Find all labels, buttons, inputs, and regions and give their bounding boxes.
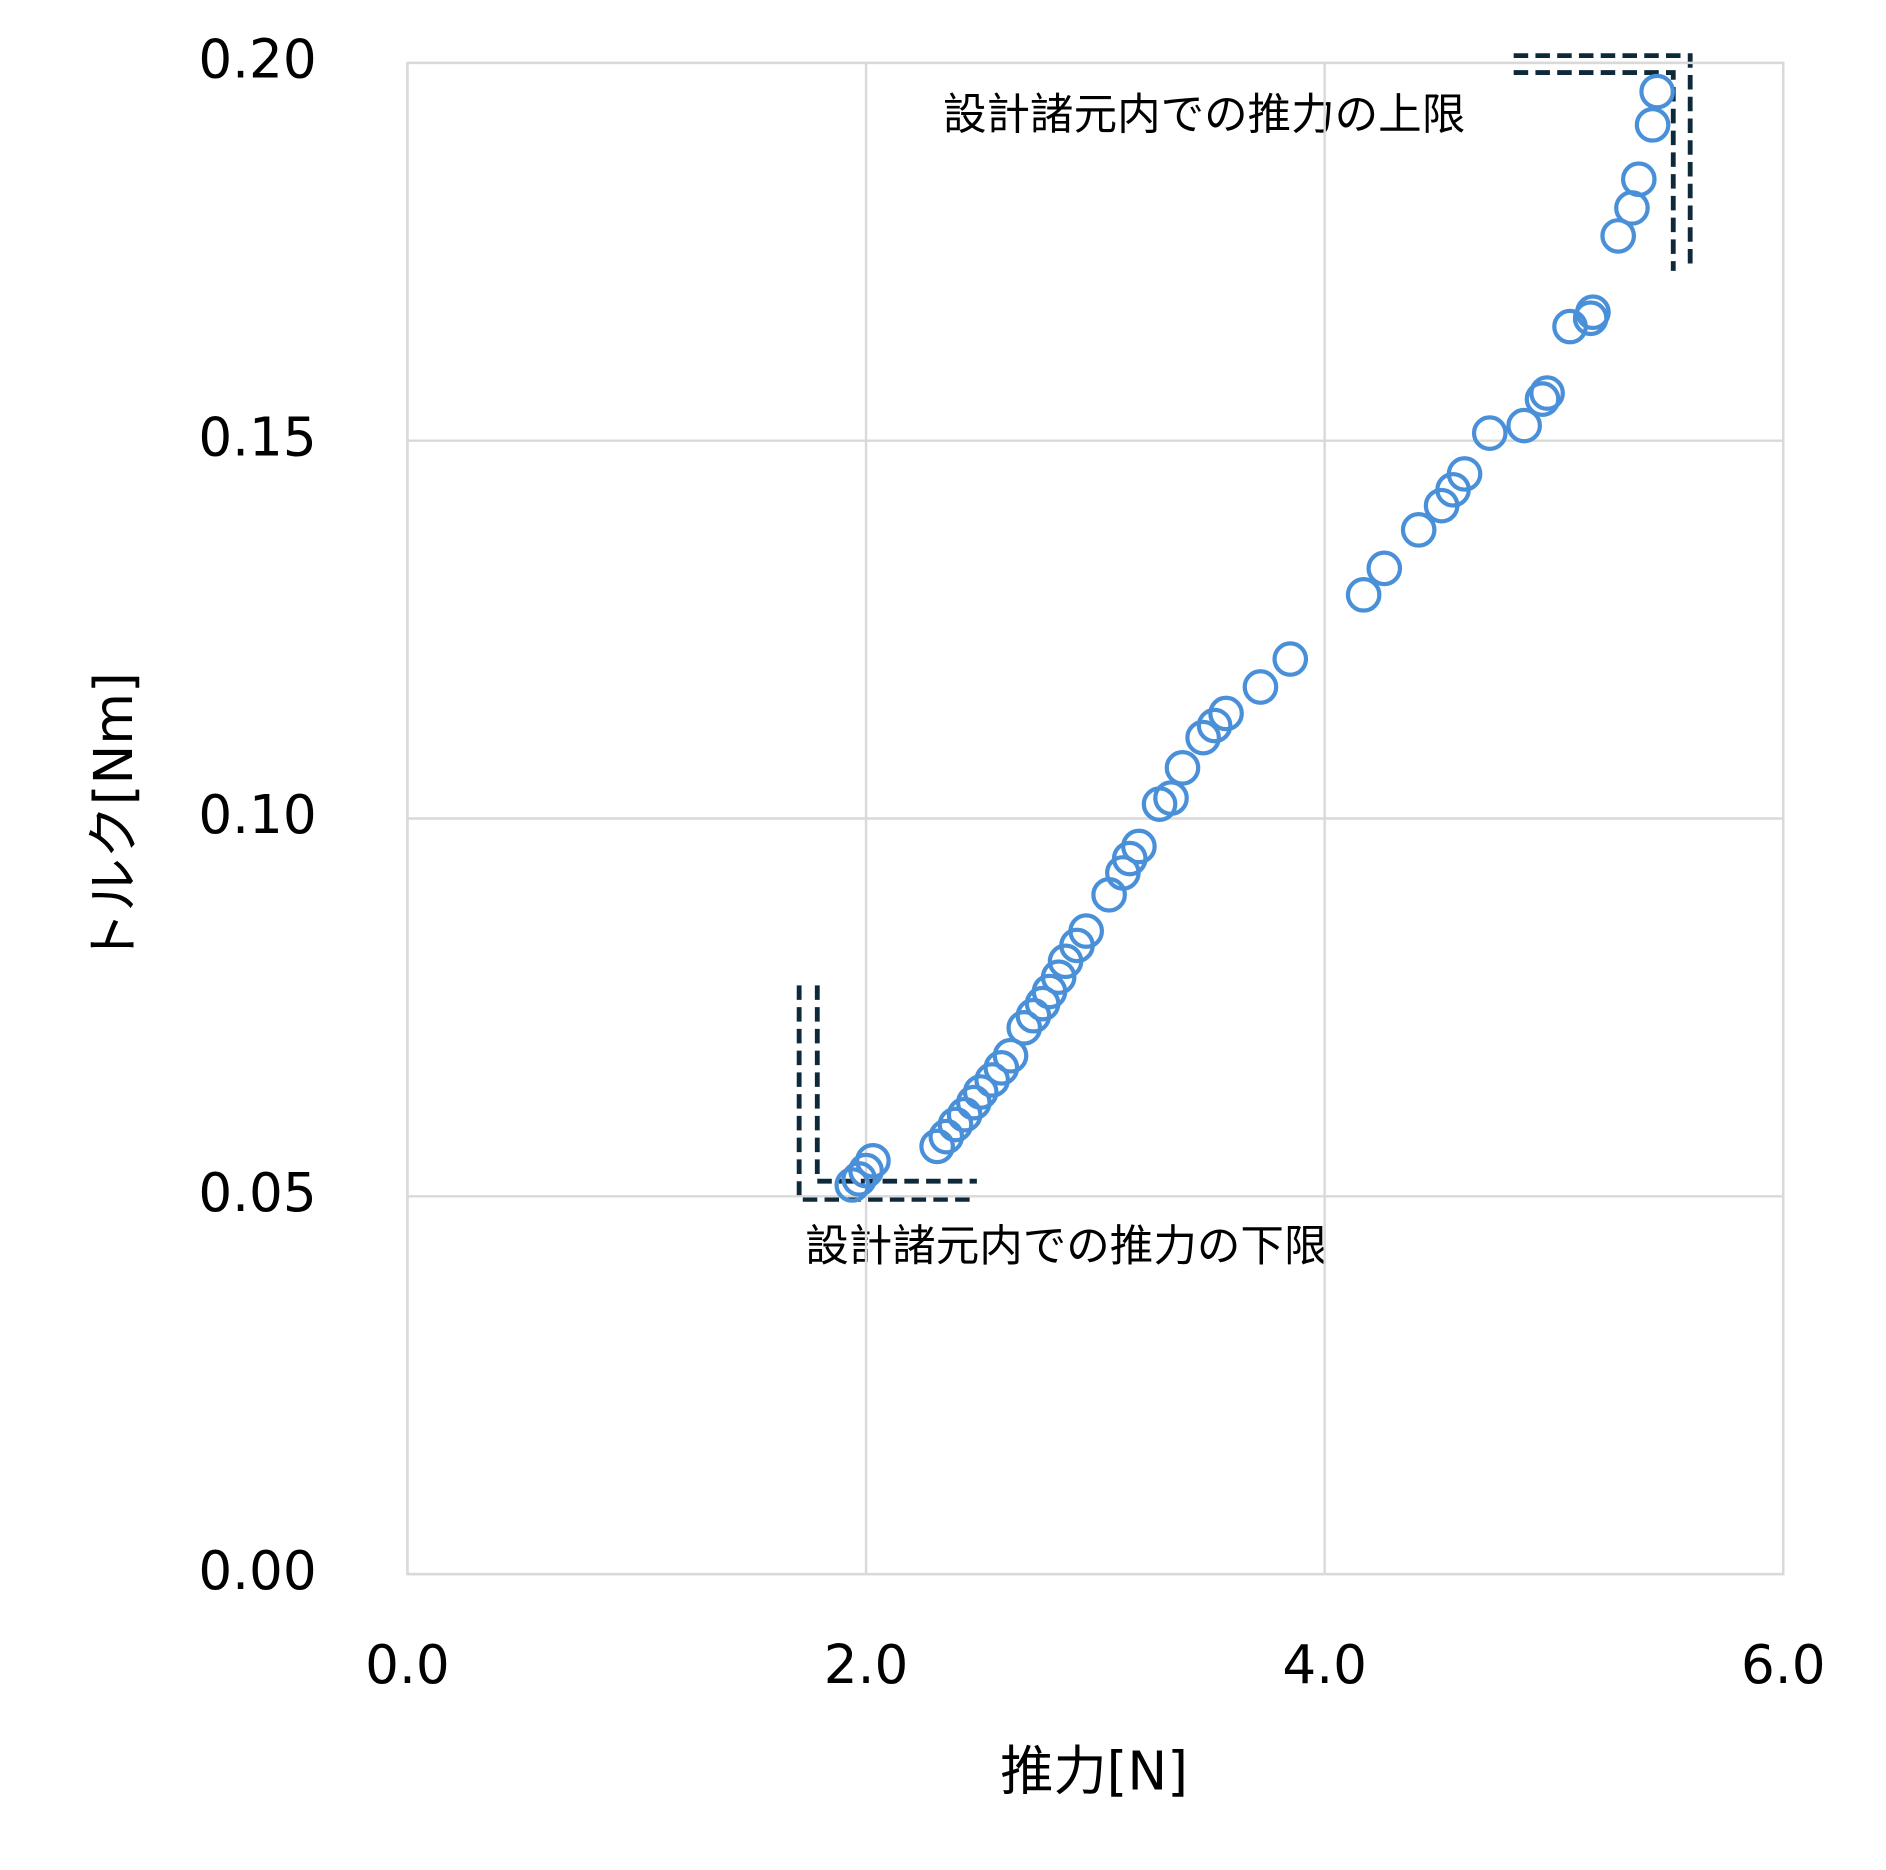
point bbox=[1242, 669, 1279, 705]
point bbox=[1552, 308, 1588, 345]
point bbox=[1614, 190, 1650, 226]
y-tick-label: 0.00 bbox=[198, 1540, 316, 1602]
point bbox=[1164, 750, 1201, 786]
x-tick-label: 4.0 bbox=[1282, 1634, 1367, 1696]
x-tick-label: 0.0 bbox=[365, 1634, 450, 1696]
point bbox=[1639, 73, 1675, 110]
x-tick-label: 2.0 bbox=[824, 1634, 909, 1696]
bracket bbox=[1513, 70, 1676, 271]
point bbox=[1185, 719, 1221, 756]
bracket bbox=[796, 985, 977, 1202]
point bbox=[1196, 707, 1233, 744]
point bbox=[1040, 959, 1077, 996]
point bbox=[1366, 550, 1403, 587]
x-axis-title: 推力[N] bbox=[1000, 1740, 1188, 1802]
point bbox=[1121, 828, 1157, 865]
point bbox=[1600, 218, 1637, 254]
y-tick-label: 0.10 bbox=[198, 784, 316, 846]
annotation: 設計諸元内での推力の上限 bbox=[943, 90, 1465, 140]
point bbox=[1471, 415, 1508, 451]
point bbox=[848, 1152, 884, 1189]
point bbox=[855, 1142, 891, 1179]
point bbox=[1529, 375, 1565, 411]
y-tick-label: 0.05 bbox=[198, 1162, 316, 1224]
x-tick-label: 6.0 bbox=[1741, 1634, 1826, 1696]
y-axis-title: トルク[Nm] bbox=[83, 672, 145, 965]
bracket bbox=[1513, 53, 1693, 271]
y-tick-label: 0.15 bbox=[198, 406, 316, 468]
plot: 推力[N] トルク[Nm] 設計諸元内での推力の上限 設計諸元内での推力の下限 … bbox=[83, 29, 1826, 1803]
point bbox=[919, 1128, 955, 1165]
point bbox=[1506, 407, 1542, 444]
point bbox=[1068, 913, 1105, 949]
point bbox=[1634, 106, 1671, 143]
point bbox=[1446, 456, 1483, 492]
point bbox=[937, 1106, 974, 1143]
point bbox=[1153, 780, 1189, 816]
y-tick-label: 0.20 bbox=[198, 29, 316, 91]
point bbox=[962, 1074, 999, 1110]
point bbox=[992, 1037, 1029, 1074]
point bbox=[1524, 381, 1561, 417]
point bbox=[1208, 695, 1244, 732]
point bbox=[1345, 576, 1382, 613]
bracket bbox=[814, 985, 977, 1184]
point bbox=[1575, 294, 1611, 331]
point bbox=[1620, 161, 1657, 198]
point bbox=[1400, 512, 1437, 548]
point bbox=[1272, 641, 1309, 677]
annotation: 設計諸元内での推力の下限 bbox=[805, 1222, 1327, 1272]
